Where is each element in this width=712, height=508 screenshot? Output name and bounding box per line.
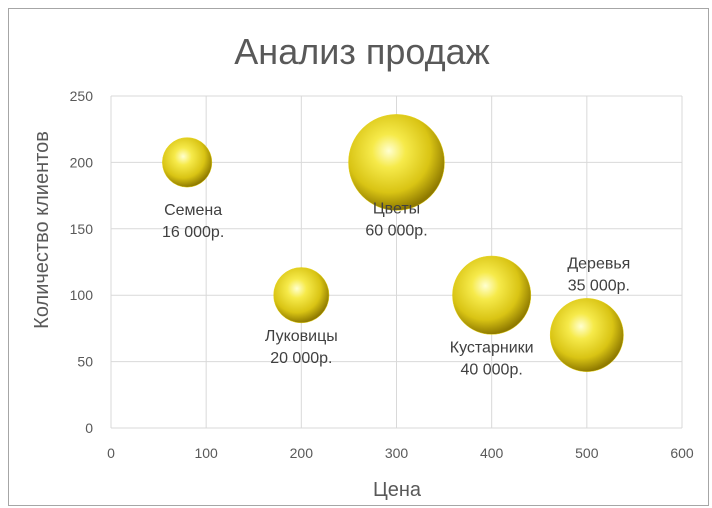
x-axis-ticks: 0 100 200 300 400 500 600 [107,445,694,461]
y-tick-label: 0 [85,420,93,436]
data-labels: Семена 16 000р. Луковицы 20 000р. Цветы 60 00… [162,200,630,378]
x-tick-label: 0 [107,445,115,461]
data-label-name: Луковицы [265,328,338,345]
bubble [549,298,624,372]
data-label-value: 35 000р. [568,277,630,294]
y-tick-label: 50 [77,354,93,370]
y-tick-label: 150 [70,221,94,237]
x-tick-label: 100 [194,445,218,461]
x-tick-label: 200 [290,445,314,461]
bubble [273,267,330,324]
y-tick-label: 100 [70,287,94,303]
x-tick-label: 600 [670,445,694,461]
data-label-name: Семена [164,202,222,219]
y-tick-label: 250 [70,88,94,104]
x-tick-label: 500 [575,445,599,461]
y-axis-title: Количество клиентов [31,131,53,329]
data-label-name: Кустарники [450,339,534,356]
x-tick-label: 400 [480,445,504,461]
data-label-value: 20 000р. [270,350,332,367]
bubble [162,137,213,188]
chart-title: Анализ продаж [234,31,489,72]
data-label-name: Цветы [373,200,420,217]
chart-frame [8,8,709,506]
y-tick-label: 200 [70,154,94,170]
x-axis-title: Цена [373,479,422,501]
x-tick-label: 300 [385,445,409,461]
bubble-series [162,114,624,372]
data-label-value: 60 000р. [365,222,427,239]
data-label-value: 16 000р. [162,224,224,241]
y-axis-ticks: 0 50 100 150 200 250 [70,88,94,436]
bubble [452,255,532,335]
data-label-name: Деревья [567,255,630,272]
data-label-value: 40 000р. [461,361,523,378]
bubble [348,114,445,211]
